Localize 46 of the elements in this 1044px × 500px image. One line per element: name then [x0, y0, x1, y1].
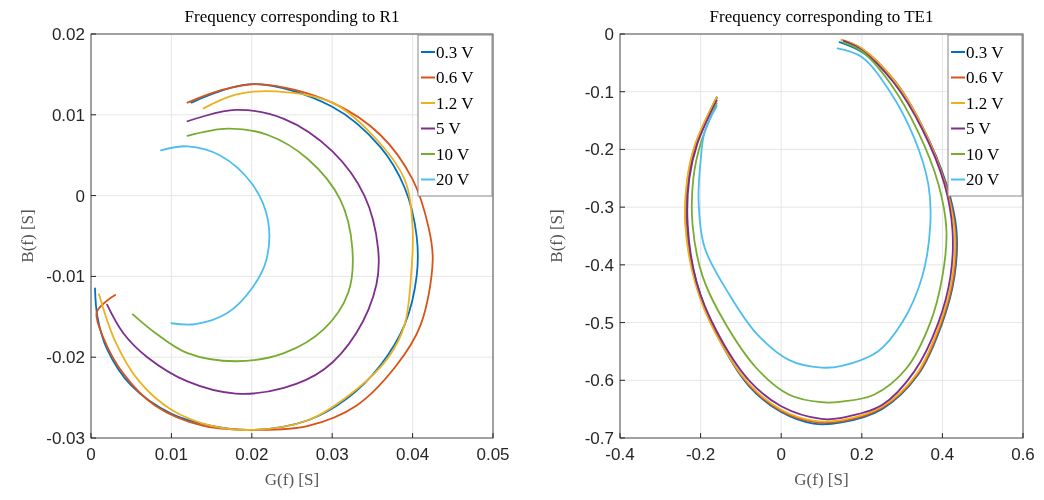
x-tick-label: -0.2 — [685, 445, 716, 464]
x-tick-label: 0.2 — [849, 445, 874, 464]
x-tick-label: 0.04 — [396, 445, 430, 464]
chart-title: Frequency corresponding to R1 — [184, 7, 400, 26]
x-tick-label: 0.03 — [315, 445, 349, 464]
legend-label: 0.3 V — [966, 42, 1005, 62]
y-tick-label: -0.2 — [584, 140, 614, 160]
x-tick-label: 0.4 — [930, 445, 955, 464]
y-tick-label: -0.7 — [584, 428, 614, 448]
y-tick-label: -0.02 — [46, 348, 85, 368]
x-axis-title: G(f) [S] — [264, 470, 320, 489]
x-tick-label: 0 — [776, 445, 786, 464]
chart-title: Frequency corresponding to TE1 — [709, 7, 934, 26]
x-tick-label: -0.4 — [605, 445, 635, 464]
y-axis-title: B(f) [S] — [18, 209, 37, 263]
y-tick-label: 0.01 — [51, 105, 85, 125]
legend-label: 10 V — [436, 144, 470, 164]
legend-label: 0.3 V — [436, 42, 475, 62]
line-series — [131, 127, 354, 363]
legend-label: 20 V — [436, 170, 470, 190]
y-tick-label: -0.3 — [584, 198, 614, 218]
x-axis-title: G(f) [S] — [794, 470, 849, 489]
legend-label: 10 V — [966, 144, 1000, 164]
y-tick-label: -0.6 — [584, 371, 614, 391]
y-tick-label: -0.01 — [46, 267, 85, 287]
line-series — [106, 109, 380, 395]
y-tick-label: -0.4 — [584, 255, 614, 275]
legend-label: 1.2 V — [436, 93, 475, 113]
legend-label: 20 V — [966, 170, 1000, 190]
x-tick-label: 0.05 — [476, 445, 510, 464]
line-series — [697, 47, 932, 369]
x-tick-label: 0.02 — [235, 445, 269, 464]
y-tick-label: 0.02 — [51, 24, 85, 44]
legend-label: 0.6 V — [436, 68, 475, 88]
y-tick-label: -0.1 — [584, 82, 614, 102]
x-tick-label: 0.6 — [1011, 445, 1035, 464]
x-tick-label: 0.01 — [154, 445, 188, 464]
legend-label: 1.2 V — [966, 93, 1005, 113]
legend-label: 5 V — [966, 119, 992, 139]
y-tick-label: -0.03 — [46, 428, 85, 448]
y-axis-title: B(f) [S] — [547, 209, 566, 263]
y-tick-label: -0.5 — [584, 313, 614, 333]
legend-label: 5 V — [436, 119, 462, 139]
legend-label: 0.6 V — [966, 68, 1005, 88]
y-tick-label: 0 — [604, 24, 614, 44]
y-tick-label: 0 — [75, 186, 85, 206]
